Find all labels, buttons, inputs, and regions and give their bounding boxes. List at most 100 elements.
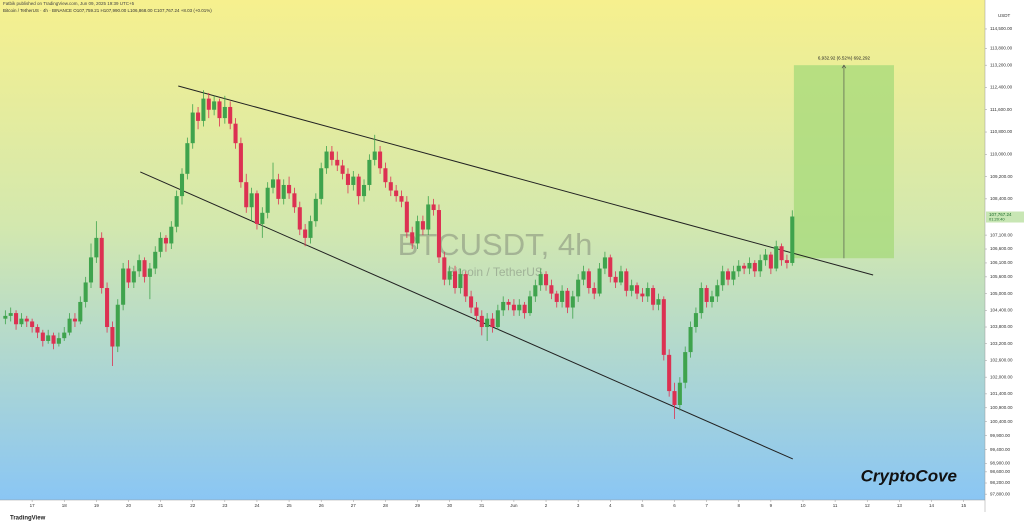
logo: TradingView <box>10 516 46 522</box>
candle-body <box>501 301 506 311</box>
candle-body <box>163 237 168 244</box>
measure-arrowhead <box>841 64 847 69</box>
candle-body <box>447 271 452 280</box>
candle-body <box>758 260 763 272</box>
y-tick-label: 109,200.00 <box>990 174 1013 179</box>
y-tick-label: 100,400.00 <box>990 419 1013 424</box>
candle-body <box>661 299 666 355</box>
candle-body <box>24 318 29 322</box>
candle-body <box>340 165 345 174</box>
candle-body <box>383 168 388 183</box>
candle-body <box>479 315 484 328</box>
x-tick-label: 17 <box>30 503 36 508</box>
candle-body <box>629 285 634 291</box>
candle-body <box>190 112 195 144</box>
candle-body <box>126 268 131 283</box>
candle-body <box>763 254 768 261</box>
x-tick-label: 12 <box>865 503 871 508</box>
y-tick-label: 105,000.00 <box>990 291 1013 296</box>
candle-body <box>265 187 270 213</box>
candle-body <box>329 151 334 160</box>
candle-body <box>131 271 136 283</box>
candle-body <box>656 299 661 305</box>
x-tick-label: 26 <box>319 503 325 508</box>
candle-body <box>303 229 308 238</box>
candle-body <box>72 318 77 322</box>
candle-body <box>490 318 495 328</box>
y-tick-label: 98,200.00 <box>990 480 1011 485</box>
x-tick-label: 18 <box>62 503 68 508</box>
candle-body <box>726 271 731 280</box>
candle-body <box>217 101 222 119</box>
candle-body <box>404 201 409 233</box>
candle-body <box>779 246 784 261</box>
y-tick-label: 111,600.00 <box>990 107 1012 112</box>
y-tick-label: 106,100.00 <box>990 260 1013 265</box>
x-tick-label: 25 <box>287 503 293 508</box>
y-tick-label: 102,000.00 <box>990 374 1013 379</box>
candle-body <box>538 274 543 286</box>
candle-body <box>790 216 795 263</box>
candle-body <box>14 313 19 325</box>
candle-body <box>276 179 281 199</box>
x-tick-label: 22 <box>190 503 196 508</box>
candle-body <box>233 123 238 144</box>
y-tick-label: 114,500.00 <box>990 26 1013 31</box>
candle-body <box>420 221 425 230</box>
x-tick-label: 2 <box>545 503 548 508</box>
candle-body <box>688 327 693 353</box>
candle-body <box>554 293 559 302</box>
candle-body <box>30 321 35 328</box>
candle-body <box>319 168 324 199</box>
candle-body <box>592 288 597 294</box>
candle-body <box>388 182 393 191</box>
y-tick-label: 103,200.00 <box>990 341 1013 346</box>
candle-body <box>35 327 40 333</box>
candle-body <box>565 290 570 308</box>
candle-body <box>415 221 420 244</box>
candle-body <box>179 173 185 197</box>
candle-body <box>485 318 490 328</box>
candle-body <box>158 237 163 252</box>
x-tick-label: 15 <box>961 503 967 508</box>
y-tick-label: 98,600.00 <box>990 469 1011 474</box>
candle-body <box>506 301 511 305</box>
candle-body <box>244 182 249 208</box>
y-tick-label: 110,800.00 <box>990 129 1013 134</box>
x-tick-label: 10 <box>800 503 806 508</box>
measure-label: 6,932.92 (6.52%) 692,292 <box>818 55 871 60</box>
candle-body <box>463 274 468 297</box>
candle-body <box>442 257 447 280</box>
candle-body <box>709 296 715 302</box>
candle-body <box>683 352 688 383</box>
y-tick-label: 99,900.00 <box>990 433 1011 438</box>
candle-body <box>431 204 436 211</box>
candle-body <box>618 271 624 283</box>
x-tick-label: 8 <box>737 503 740 508</box>
currency: USDT <box>998 13 1011 18</box>
candle-body <box>153 251 158 269</box>
x-tick-label: 29 <box>415 503 421 508</box>
candle-body <box>560 290 565 302</box>
brand: CryptoCove <box>861 466 957 485</box>
candle-body <box>613 276 618 283</box>
candle-body <box>67 318 72 333</box>
candle-body <box>533 285 538 297</box>
candle-body <box>110 327 115 347</box>
candle-body <box>249 193 254 208</box>
watermark: BTCUSDT, 4h <box>398 227 593 262</box>
candle-body <box>768 254 773 269</box>
candle-body <box>549 285 554 294</box>
y-tick-label: 98,900.00 <box>990 461 1011 466</box>
candle-body <box>458 274 463 289</box>
y-tick-label: 97,800.00 <box>990 491 1011 496</box>
candle-body <box>474 307 479 316</box>
candle-body <box>83 282 88 302</box>
y-tick-label: 107,100.00 <box>990 232 1013 237</box>
candle-body <box>426 204 431 230</box>
price-tag-label: 107,767.24 <box>989 212 1012 217</box>
candle-body <box>185 143 190 174</box>
candle-body <box>736 265 741 272</box>
candle-body <box>576 279 581 297</box>
